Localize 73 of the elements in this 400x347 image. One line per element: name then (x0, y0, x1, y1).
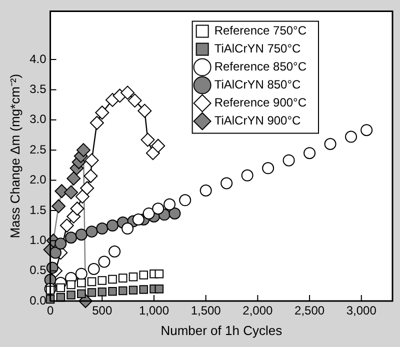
point (98, 276, 107, 285)
point (95, 106, 110, 120)
point (87, 277, 96, 286)
y-axis-title: Mass Change Δm (mg*cm⁻²) (7, 74, 22, 238)
y-tick-label: 1.0 (30, 232, 47, 247)
point (70, 202, 84, 216)
point (139, 285, 148, 294)
x-tick-label: 1,500 (190, 304, 222, 318)
point (75, 228, 88, 241)
point (66, 171, 81, 186)
point (168, 207, 181, 220)
point (66, 290, 76, 300)
point (66, 280, 76, 290)
y-tick-label: 3.5 (30, 82, 47, 96)
point (84, 153, 99, 168)
point (80, 181, 94, 196)
x-tick-label: 500 (92, 304, 112, 318)
point (128, 94, 142, 108)
y-tick-label: 2.5 (30, 142, 47, 156)
point (128, 272, 138, 282)
point (108, 274, 117, 284)
x-tick-label: 0 (46, 304, 54, 318)
point (138, 104, 152, 118)
point (106, 220, 119, 232)
point (152, 202, 164, 215)
point (56, 283, 66, 292)
point (154, 269, 164, 278)
point (128, 286, 138, 295)
y-tick-label: 0.5 (30, 263, 47, 278)
point (84, 169, 98, 184)
x-tick-label: 2,000 (242, 304, 274, 318)
point (54, 184, 69, 198)
legend-label: Reference 900°C (214, 96, 307, 110)
legend-label: TiAlCrYN 750°C (214, 42, 302, 56)
point (132, 213, 144, 226)
point (146, 146, 160, 160)
point (64, 185, 78, 200)
point (90, 116, 104, 130)
x-tick-label: 3,000 (346, 304, 377, 318)
point (120, 86, 135, 100)
y-tick-label: 3.0 (30, 112, 47, 126)
point (142, 207, 155, 220)
point (52, 199, 66, 214)
point (98, 288, 107, 296)
point (65, 232, 78, 244)
point (122, 222, 134, 235)
point (118, 274, 128, 282)
legend-label: Reference 750°C (214, 24, 307, 38)
point (77, 278, 86, 288)
point (60, 218, 74, 233)
y-tick-label: 2.0 (30, 172, 47, 187)
y-tick-label: 1.5 (30, 202, 47, 217)
legend-label: Reference 850°C (214, 60, 307, 74)
point (118, 286, 128, 296)
x-axis-title: Number of 1h Cycles (160, 322, 283, 338)
point (87, 288, 96, 297)
legend-label: TiAlCrYN 900°C (214, 114, 302, 128)
legend-label: TiAlCrYN 850°C (214, 78, 302, 92)
point (54, 238, 67, 250)
point (139, 270, 148, 280)
point (108, 286, 117, 296)
point (76, 143, 90, 158)
point (86, 226, 98, 238)
x-tick-label: 2,500 (294, 304, 325, 318)
point (154, 284, 164, 294)
y-tick-label: 0.0 (30, 293, 47, 308)
point (75, 190, 90, 204)
x-tick-label: 1,000 (138, 304, 170, 318)
point (151, 138, 166, 153)
y-tick-label: 4.0 (30, 52, 47, 66)
point (77, 289, 86, 298)
point (96, 222, 108, 235)
point (140, 132, 155, 147)
